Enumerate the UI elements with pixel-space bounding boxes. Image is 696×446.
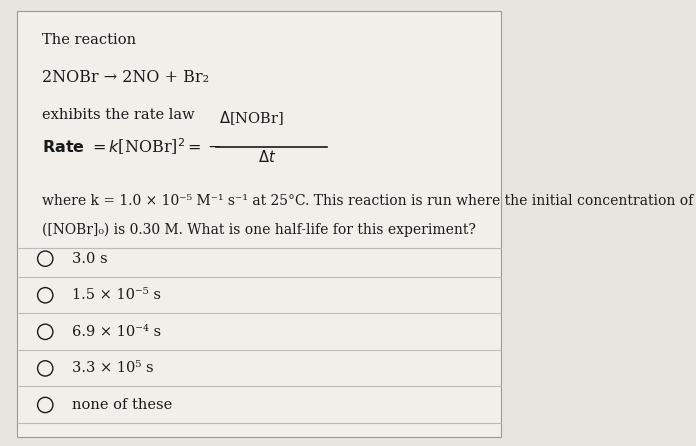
Text: exhibits the rate law: exhibits the rate law xyxy=(42,108,194,122)
Text: $\Delta$[NOBr]: $\Delta$[NOBr] xyxy=(219,109,284,127)
Text: 2NOBr → 2NO + Br₂: 2NOBr → 2NO + Br₂ xyxy=(42,69,209,86)
FancyBboxPatch shape xyxy=(17,11,501,437)
Text: $= k$[NOBr]$^2 = -$: $= k$[NOBr]$^2 = -$ xyxy=(89,137,221,157)
Text: ([NOBr]₀) is 0.30 M. What is one half-life for this experiment?: ([NOBr]₀) is 0.30 M. What is one half-li… xyxy=(42,223,475,237)
Text: 6.9 × 10⁻⁴ s: 6.9 × 10⁻⁴ s xyxy=(72,325,161,339)
Text: $\Delta t$: $\Delta t$ xyxy=(258,149,276,165)
Text: The reaction: The reaction xyxy=(42,33,136,47)
Text: where k = 1.0 × 10⁻⁵ M⁻¹ s⁻¹ at 25°C. This reaction is run where the initial con: where k = 1.0 × 10⁻⁵ M⁻¹ s⁻¹ at 25°C. Th… xyxy=(42,194,696,208)
Text: 1.5 × 10⁻⁵ s: 1.5 × 10⁻⁵ s xyxy=(72,288,161,302)
Text: 3.3 × 10⁵ s: 3.3 × 10⁵ s xyxy=(72,361,153,376)
Text: 3.0 s: 3.0 s xyxy=(72,252,107,266)
Text: none of these: none of these xyxy=(72,398,172,412)
Text: $\mathbf{Rate}$: $\mathbf{Rate}$ xyxy=(42,139,85,155)
